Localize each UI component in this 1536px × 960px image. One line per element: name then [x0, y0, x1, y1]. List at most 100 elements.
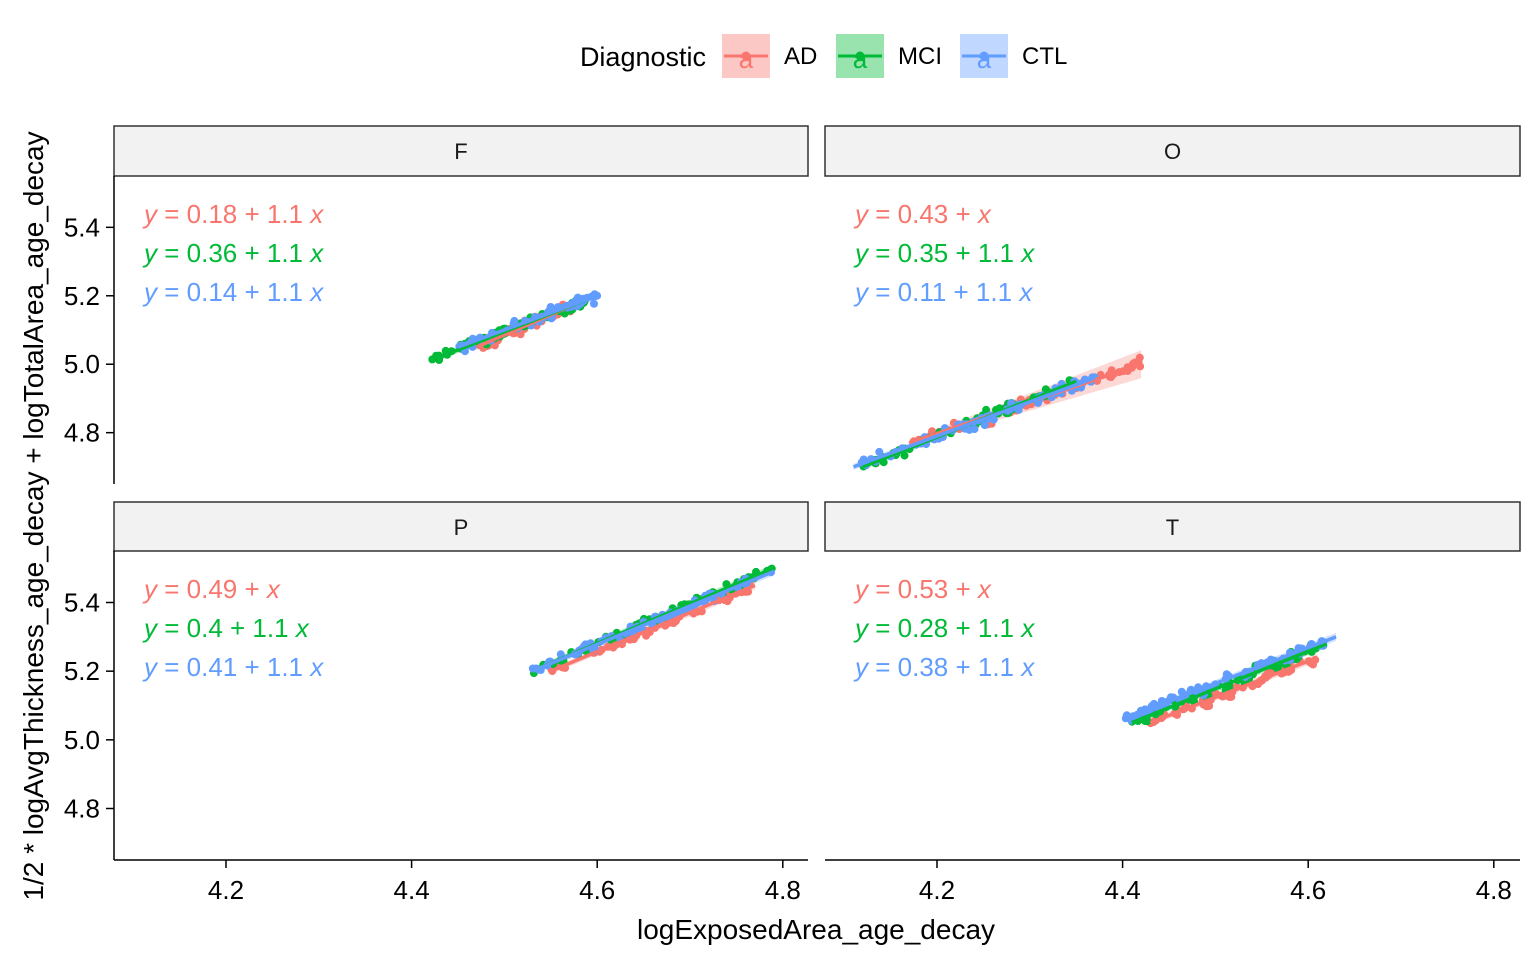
equation-ad: y = 0.18 + 1.1 x [142, 199, 324, 229]
x-tick-label: 4.2 [919, 875, 955, 905]
equation-intercept: = 0.38 + 1.1 [868, 652, 1021, 682]
facet-strip [824, 501, 1521, 552]
x-tick-label: 4.8 [1476, 875, 1512, 905]
equation-intercept: = 0.11 + 1.1 [868, 277, 1019, 307]
equation-intercept: = 0.49 + [157, 574, 267, 604]
x-tick-label: 4.8 [765, 875, 801, 905]
equation-ctl: y = 0.38 + 1.1 x [853, 652, 1035, 682]
facet-strip-label: P [454, 515, 469, 540]
y-tick-label: 4.8 [64, 794, 100, 824]
x-tick-label: 4.6 [1290, 875, 1326, 905]
legend-point-mci [855, 51, 865, 61]
facet-panel-o: Oy = 0.43 + xy = 0.35 + 1.1 xy = 0.11 + … [824, 125, 1521, 471]
equation-x: x [308, 238, 324, 268]
x-tick-label: 4.6 [579, 875, 615, 905]
legend-item-ctl: a CTL [960, 34, 1067, 78]
equation-x: x [1019, 613, 1035, 643]
facet-strip-label: F [454, 139, 467, 164]
fit-line-ctl [852, 376, 1096, 469]
y-tick-label: 5.0 [64, 349, 100, 379]
data-point [875, 447, 884, 456]
equation-y: y [853, 613, 870, 643]
equation-ctl: y = 0.41 + 1.1 x [142, 652, 324, 682]
facet-strip [113, 501, 809, 552]
equation-x: x [1017, 277, 1033, 307]
legend-label-mci: MCI [898, 43, 942, 70]
equation-ad: y = 0.49 + x [142, 574, 281, 604]
equation-x: x [1019, 238, 1035, 268]
data-point [1204, 701, 1213, 710]
data-point [510, 316, 519, 325]
fit-line-mci [1131, 642, 1328, 725]
y-tick-label: 5.4 [64, 588, 100, 618]
y-tick-label: 4.8 [64, 418, 100, 448]
equation-intercept: = 0.53 + [868, 574, 978, 604]
equation-y: y [142, 199, 159, 229]
fit-line-ad [550, 583, 756, 673]
facet-panel-f: Fy = 0.18 + 1.1 xy = 0.36 + 1.1 xy = 0.1… [113, 125, 809, 364]
equation-mci: y = 0.28 + 1.1 x [853, 613, 1035, 643]
equation-intercept: = 0.35 + 1.1 [868, 238, 1021, 268]
data-point [590, 299, 598, 308]
data-point [1135, 353, 1144, 362]
x-axis-title: logExposedArea_age_decay [637, 914, 995, 945]
data-point [970, 425, 979, 434]
legend-glyph: a [853, 44, 868, 74]
equation-ad: y = 0.53 + x [853, 574, 992, 604]
legend-title: Diagnostic [580, 42, 706, 72]
equation-x: x [1019, 652, 1035, 682]
data-point [900, 451, 909, 460]
equation-x: x [308, 652, 324, 682]
legend-label-ctl: CTL [1022, 43, 1067, 70]
fit-line-ctl [1121, 635, 1337, 721]
facet-strip [824, 125, 1521, 177]
legend-glyph: a [739, 44, 754, 74]
equation-mci: y = 0.36 + 1.1 x [142, 238, 324, 268]
equation-y: y [853, 277, 870, 307]
fit-line-ad [1149, 655, 1319, 725]
x-tick-label: 4.2 [208, 875, 244, 905]
data-point [980, 421, 989, 430]
equation-intercept: = 0.4 + 1.1 [157, 613, 296, 643]
equation-ctl: y = 0.11 + 1.1 x [853, 277, 1033, 307]
equation-intercept: = 0.14 + 1.1 [157, 277, 310, 307]
equation-y: y [853, 199, 870, 229]
y-axis-title: 1/2 * logAvgThickness_age_decay + logTot… [18, 131, 49, 900]
equation-intercept: = 0.28 + 1.1 [868, 613, 1021, 643]
facet-strip [113, 125, 809, 177]
equation-y: y [853, 652, 870, 682]
x-tick-label: 4.4 [394, 875, 430, 905]
legend-label-ad: AD [784, 43, 817, 70]
legend-item-ad: a AD [722, 34, 817, 78]
legend-items: a AD a MCI a CTL [722, 34, 1067, 78]
facet-panels: Fy = 0.18 + 1.1 xy = 0.36 + 1.1 xy = 0.1… [113, 125, 1521, 728]
equation-intercept: = 0.18 + 1.1 [157, 199, 310, 229]
facet-panel-p: Py = 0.49 + xy = 0.4 + 1.1 xy = 0.41 + 1… [113, 501, 809, 682]
equation-y: y [142, 574, 159, 604]
equation-y: y [853, 238, 870, 268]
equation-x: x [976, 574, 992, 604]
x-tick-label: 4.4 [1105, 875, 1141, 905]
fit-line-ctl [457, 294, 598, 349]
axes: 4.8 5.0 5.2 5.4 4.8 5.0 5.2 5.4 4.2 4.4 4.6 4.8 4.2 4… [64, 176, 1520, 905]
y-tick-label: 5.4 [64, 212, 100, 242]
legend-glyph: a [977, 44, 992, 74]
equation-mci: y = 0.4 + 1.1 x [142, 613, 310, 643]
equation-y: y [142, 238, 159, 268]
equation-intercept: = 0.41 + 1.1 [157, 652, 310, 682]
equation-x: x [308, 277, 324, 307]
equation-intercept: = 0.43 + [868, 199, 978, 229]
facet-strip-label: O [1164, 139, 1181, 164]
equation-ctl: y = 0.14 + 1.1 x [142, 277, 324, 307]
equation-y: y [142, 613, 159, 643]
facet-panel-t: Ty = 0.53 + xy = 0.28 + 1.1 xy = 0.38 + … [824, 501, 1521, 728]
legend-point-ctl [979, 51, 989, 61]
legend: Diagnostic a AD a MCI a CTL [580, 34, 1067, 78]
equation-intercept: = 0.36 + 1.1 [157, 238, 310, 268]
data-point [1225, 693, 1234, 701]
equation-x: x [976, 199, 992, 229]
equation-x: x [308, 199, 324, 229]
equation-x: x [294, 613, 310, 643]
equation-mci: y = 0.35 + 1.1 x [853, 238, 1035, 268]
